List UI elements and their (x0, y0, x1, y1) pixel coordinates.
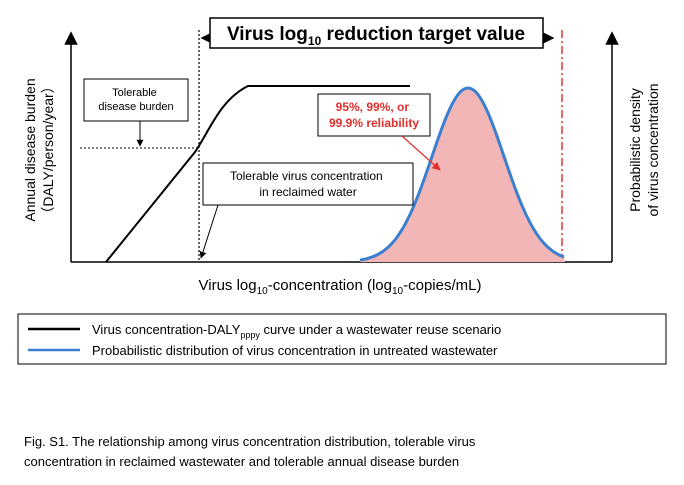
svg-text:of virus concentration: of virus concentration (645, 83, 661, 216)
y-axis-right-label: Probabilistic density of virus concentra… (627, 83, 661, 216)
x-axis-label: Virus log10-concentration (log10-copies/… (199, 277, 482, 297)
tolerable-burden-label: Tolerable disease burden (98, 87, 173, 113)
reliability-arrow (401, 135, 441, 171)
legend-item-1: Virus concentration-DALYpppy curve under… (92, 322, 501, 340)
svg-text:Annual disease burden: Annual disease burden (22, 78, 38, 221)
y-axis-left-label: Annual disease burden （DALY/person/year） (22, 78, 56, 221)
tolerable-burden-box (83, 78, 189, 122)
daly-curve (105, 85, 410, 263)
legend-box (17, 313, 667, 365)
reliability-box (317, 93, 431, 137)
distribution-curve (359, 86, 565, 262)
svg-text:（DALY/person/year）: （DALY/person/year） (40, 79, 56, 220)
legend-item-2: Probabilistic distribution of virus conc… (92, 343, 498, 358)
tolerable-concentration-arrow (199, 204, 219, 259)
distribution-fill (360, 88, 565, 262)
tolerable-concentration-box (202, 162, 414, 206)
svg-text:Probabilistic density: Probabilistic density (627, 88, 643, 212)
tolerable-concentration-label: Tolerable virus concentration in reclaim… (230, 169, 386, 199)
target-label-box (209, 17, 544, 49)
reliability-label: 95%, 99%, or 99.9% reliability (329, 100, 419, 130)
target-label: Virus log10 reduction target value (227, 24, 525, 48)
caption: Fig. S1. The relationship among virus co… (24, 434, 479, 469)
